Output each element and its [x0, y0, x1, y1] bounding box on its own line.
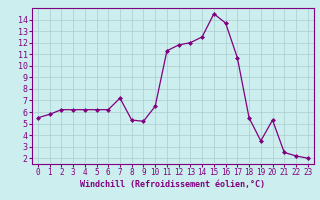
X-axis label: Windchill (Refroidissement éolien,°C): Windchill (Refroidissement éolien,°C): [80, 180, 265, 189]
